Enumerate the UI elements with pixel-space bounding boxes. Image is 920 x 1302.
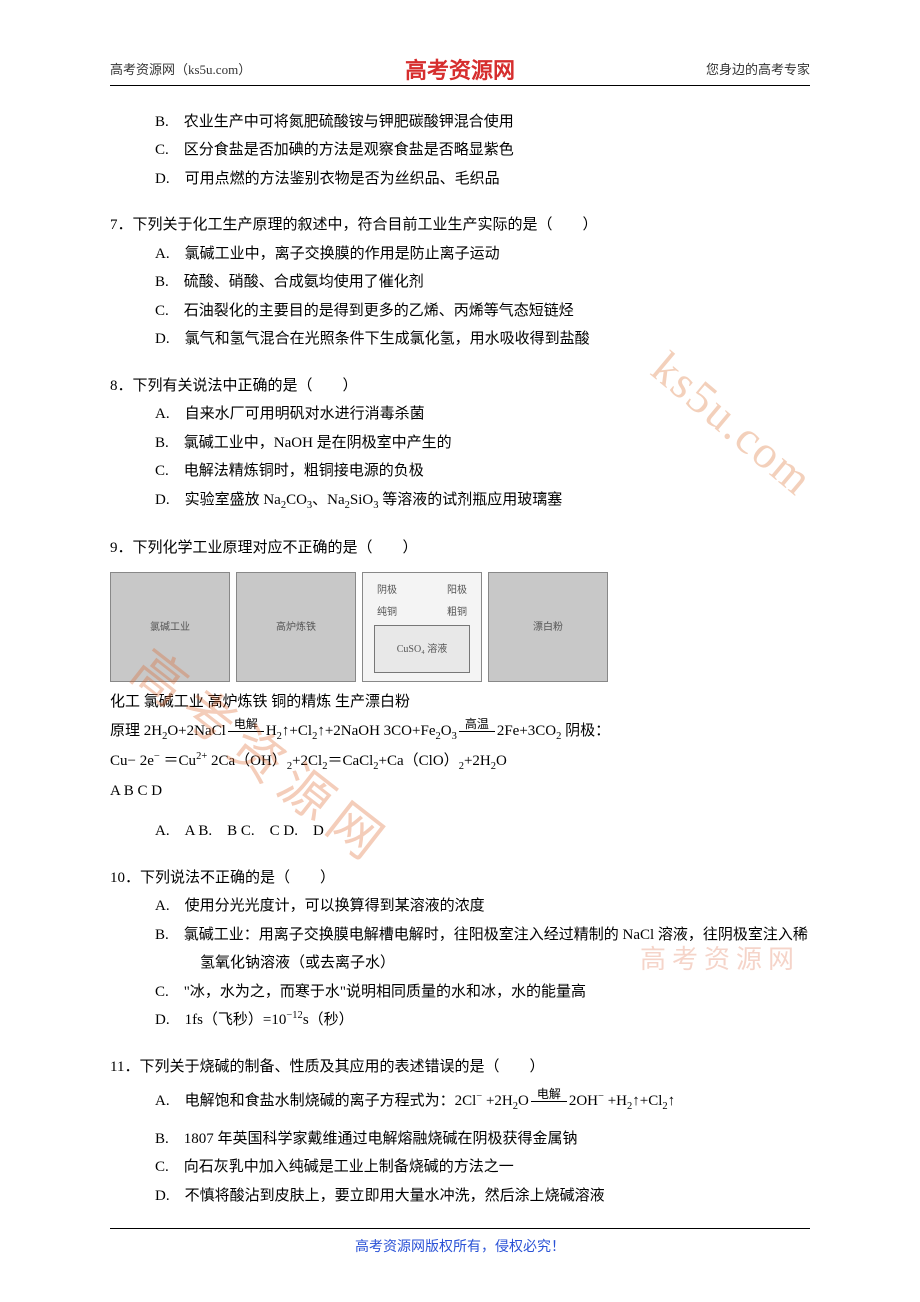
electrolysis-label-2: 电解: [531, 1088, 567, 1102]
q10d-exp: −12: [286, 1010, 302, 1021]
q9-cathode-label: 阴极: [377, 581, 397, 600]
q8d-mid2: 、Na: [312, 492, 345, 508]
q10-option-c: C. "冰，水为之，而寒于水"说明相同质量的水和冰，水的能量高: [110, 978, 810, 1007]
q9-img-d-label: 漂白粉: [533, 618, 563, 637]
q8-option-b: B. 氯碱工业中，NaOH 是在阴极室中产生的: [110, 429, 810, 458]
header-title: 高考资源网: [405, 50, 515, 92]
q8d-suffix: 等溶液的试剂瓶应用玻璃塞: [379, 492, 563, 508]
q10d-suffix: s（秒）: [303, 1012, 354, 1028]
q10-option-d: D. 1fs（飞秒）=10−12s（秒）: [110, 1006, 810, 1035]
q11a-m4: +H: [604, 1093, 627, 1109]
q6-option-d: D. 可用点燃的方法鉴别衣物是否为丝织品、毛织品: [110, 165, 810, 194]
electrolysis-label: 电解: [228, 718, 264, 732]
q7-stem: 7．下列关于化工生产原理的叙述中，符合目前工业生产实际的是（ ）: [110, 211, 810, 240]
q8-option-c: C. 电解法精炼铜时，粗铜接电源的负极: [110, 457, 810, 486]
q10-option-b: B. 氯碱工业：用离子交换膜电解槽电解时，往阳极室注入经过精制的 NaCl 溶液…: [155, 921, 810, 978]
q10-stem: 10．下列说法不正确的是（ ）: [110, 864, 810, 893]
q11a-suffix: ↑: [668, 1093, 676, 1109]
q9-img-b-label: 高炉炼铁: [276, 618, 316, 637]
q9-row-labels: 化工 氯碱工业 高炉炼铁 铜的精炼 生产漂白粉: [110, 688, 810, 717]
q10-option-a: A. 使用分光光度计，可以换算得到某溶液的浓度: [110, 892, 810, 921]
page-footer: 高考资源网版权所有，侵权必究！: [110, 1228, 810, 1262]
q11-option-c: C. 向石灰乳中加入纯碱是工业上制备烧碱的方法之一: [110, 1153, 810, 1182]
q9-options: A. A B. B C. C D. D: [110, 817, 810, 846]
q11-option-b: B. 1807 年英国科学家戴维通过电解熔融烧碱在阴极获得金属钠: [110, 1125, 810, 1154]
hightemp-label: 高温: [459, 718, 495, 732]
q8-option-a: A. 自来水厂可用明矾对水进行消毒杀菌: [110, 400, 810, 429]
q9-image-row: 氯碱工业 高炉炼铁 阴极 阳极 纯铜 粗铜 CuSO₄ 溶液 漂白粉: [110, 572, 810, 682]
q11a-prefix: A. 电解饱和食盐水制烧碱的离子方程式为：2Cl: [155, 1093, 476, 1109]
q11-stem: 11．下列关于烧碱的制备、性质及其应用的表述错误的是（ ）: [110, 1053, 810, 1082]
header-left: 高考资源网（ks5u.com）: [110, 58, 251, 83]
q7-option-a: A. 氯碱工业中，离子交换膜的作用是防止离子运动: [110, 240, 810, 269]
q8d-mid3: SiO: [350, 492, 373, 508]
q6-option-c: C. 区分食盐是否加碘的方法是观察食盐是否略显紫色: [110, 136, 810, 165]
q9-img-a-label: 氯碱工业: [150, 618, 190, 637]
q9-img-chloralkali: 氯碱工业: [110, 572, 230, 682]
q8d-prefix: D. 实验室盛放 Na: [155, 492, 281, 508]
q9-img-electrolysis: 阴极 阳极 纯铜 粗铜 CuSO₄ 溶液: [362, 572, 482, 682]
q7-option-d: D. 氯气和氢气混合在光照条件下生成氯化氢，用水吸收得到盐酸: [110, 325, 810, 354]
q7-option-c: C. 石油裂化的主要目的是得到更多的乙烯、丙烯等气态短链烃: [110, 297, 810, 326]
q11a-m1: +2H: [482, 1093, 513, 1109]
q9-principle-line-2: Cu− 2e− ＝Cu2+ 2Ca（OH）2+2Cl2＝CaCl2+Ca（ClO…: [110, 747, 810, 777]
header-right: 您身边的高考专家: [706, 58, 810, 83]
q8-option-d: D. 实验室盛放 Na2CO3、Na2SiO3 等溶液的试剂瓶应用玻璃塞: [110, 486, 810, 516]
q9-principle-line: 原理 2H2O+2NaCl电解 H2↑+Cl2↑+2NaOH 3CO+Fe2O3…: [110, 717, 810, 747]
q10d-prefix: D. 1fs（飞秒）=10: [155, 1012, 286, 1028]
q9-pure-copper: 纯铜: [377, 603, 397, 622]
q9-crude-copper: 粗铜: [447, 603, 467, 622]
q11-option-d: D. 不慎将酸沾到皮肤上，要立即用大量水冲洗，然后涂上烧碱溶液: [110, 1182, 810, 1211]
q9-p-prefix: 原理 2H: [110, 723, 162, 739]
q6-option-b: B. 农业生产中可将氮肥硫酸铵与钾肥碳酸钾混合使用: [110, 108, 810, 137]
q9-anode-label: 阳极: [447, 581, 467, 600]
q11-option-a: A. 电解饱和食盐水制烧碱的离子方程式为：2Cl− +2H2O电解 2OH− +…: [110, 1087, 810, 1117]
q9-img-blast-furnace: 高炉炼铁: [236, 572, 356, 682]
q9-abcd-line: A B C D: [110, 777, 810, 806]
q9-img-bleach: 漂白粉: [488, 572, 608, 682]
q9-electrolyte: CuSO₄ 溶液: [374, 625, 469, 673]
q11a-m3: 2OH: [569, 1093, 598, 1109]
q11a-m5: ↑+Cl: [632, 1093, 662, 1109]
q9-stem: 9．下列化学工业原理对应不正确的是（ ）: [110, 534, 810, 563]
page-header: 高考资源网（ks5u.com） 高考资源网 您身边的高考专家: [110, 58, 810, 86]
q8d-mid: CO: [286, 492, 307, 508]
q11a-m2: O: [518, 1093, 529, 1109]
q8-stem: 8．下列有关说法中正确的是（ ）: [110, 372, 810, 401]
q7-option-b: B. 硫酸、硝酸、合成氨均使用了催化剂: [110, 268, 810, 297]
